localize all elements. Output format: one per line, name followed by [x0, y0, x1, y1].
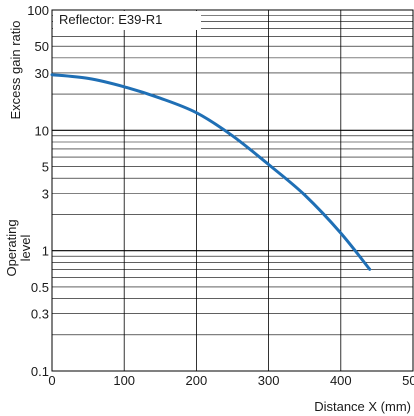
series-layer: [50, 73, 372, 271]
x-tick-label: 200: [186, 373, 208, 388]
y-tick-label: 3: [42, 186, 49, 201]
x-tick-label: 100: [113, 373, 135, 388]
operating-level-label-line: Operating: [4, 219, 19, 276]
reflector-annotation: Reflector: E39-R1: [59, 12, 162, 27]
y-axis-label: Excess gain ratio: [8, 21, 23, 120]
y-tick-label: 100: [27, 3, 49, 18]
x-tick-label: 500: [402, 373, 414, 388]
x-axis-label: Distance X (mm): [314, 399, 411, 414]
y-tick-label: 50: [35, 39, 49, 54]
x-tick-label: 400: [330, 373, 352, 388]
y-tick-label: 0.3: [31, 307, 49, 322]
y-tick-label: 30: [35, 66, 49, 81]
y-tick-label: 10: [35, 123, 49, 138]
operating-level-label-line: level: [18, 235, 33, 262]
operating-level-label: Operatinglevel: [4, 219, 33, 276]
annotation-background: [53, 11, 201, 30]
y-tick-label: 1: [42, 244, 49, 259]
x-tick-label: 0: [48, 373, 55, 388]
grid: [52, 10, 413, 371]
excess-gain-curve: [50, 73, 372, 271]
y-tick-label: 5: [42, 160, 49, 175]
y-tick-label: 0.5: [31, 280, 49, 295]
plot-frame: [51, 9, 414, 372]
tick-labels: 100 50 30 10 5 3 1 0.5 0.3 0.10 100 200 300 400 500: [27, 3, 414, 388]
x-tick-label: 300: [258, 373, 280, 388]
y-tick-label: 0.1: [31, 364, 49, 379]
